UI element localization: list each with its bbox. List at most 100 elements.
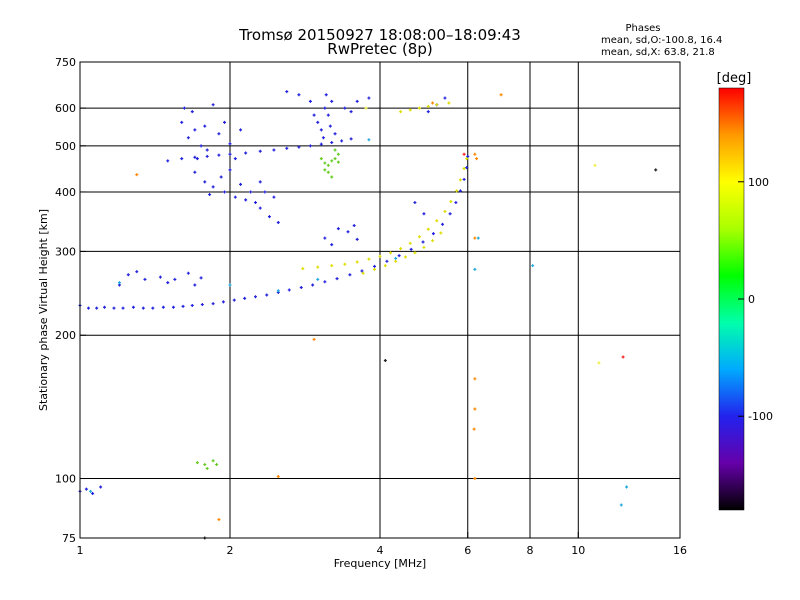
data-point — [200, 303, 204, 307]
data-point — [473, 236, 477, 240]
data-point — [285, 90, 289, 94]
data-point — [308, 144, 312, 148]
phases-o-line: mean, sd,O:-100.8, 16.4 — [601, 35, 722, 46]
data-point — [413, 251, 417, 255]
data-point — [195, 157, 199, 161]
data-point — [193, 283, 197, 287]
data-point — [258, 149, 262, 153]
data-point — [367, 257, 371, 261]
data-point — [253, 295, 257, 299]
data-point — [462, 152, 466, 156]
data-point — [326, 170, 330, 174]
data-point — [475, 157, 479, 161]
data-point — [190, 303, 194, 307]
data-point — [458, 189, 462, 193]
data-point — [394, 256, 398, 260]
data-point — [323, 236, 327, 240]
data-point — [349, 110, 353, 114]
data-point — [180, 157, 184, 161]
data-point — [466, 154, 470, 158]
data-point — [333, 157, 337, 161]
data-point — [258, 180, 262, 184]
data-point — [311, 283, 315, 287]
data-point — [233, 157, 237, 161]
colorbar-ticks: 100 0 -100 — [738, 176, 773, 423]
data-point — [258, 206, 262, 210]
data-point — [462, 177, 466, 181]
data-point — [367, 96, 371, 100]
data-point — [84, 487, 88, 491]
y-tick-label: 600 — [55, 102, 76, 115]
data-point — [316, 277, 320, 281]
data-point — [143, 277, 147, 281]
data-point — [355, 237, 359, 241]
data-point — [355, 260, 359, 264]
data-point — [367, 138, 371, 142]
data-point — [417, 235, 421, 239]
data-point — [131, 305, 135, 309]
data-point — [625, 485, 629, 489]
data-point — [458, 178, 462, 182]
x-tick-label: 1 — [77, 544, 84, 557]
data-point — [465, 157, 469, 161]
data-points — [78, 90, 658, 540]
data-point — [217, 153, 221, 157]
data-point — [443, 209, 447, 213]
data-point — [151, 306, 155, 310]
data-point — [352, 224, 356, 228]
data-point — [361, 271, 365, 275]
data-point — [219, 175, 223, 179]
data-point — [383, 264, 387, 268]
data-point — [135, 173, 139, 177]
data-point — [348, 273, 352, 277]
data-point — [473, 407, 477, 411]
x-tick-label: 2 — [227, 544, 234, 557]
data-point — [476, 236, 480, 240]
data-point — [217, 518, 221, 522]
data-point — [397, 254, 401, 258]
data-point — [330, 264, 334, 268]
data-point — [619, 503, 623, 507]
y-tick-label: 750 — [55, 56, 76, 69]
data-point — [321, 136, 325, 140]
data-point — [95, 306, 99, 310]
data-point — [403, 255, 407, 259]
data-point — [654, 168, 658, 172]
x-tick-label: 4 — [377, 544, 384, 557]
data-point — [221, 300, 225, 304]
y-tick-label: 75 — [62, 532, 76, 545]
data-point — [276, 221, 280, 225]
data-point — [597, 361, 601, 365]
data-point — [417, 106, 421, 110]
data-point — [499, 93, 503, 97]
data-point — [253, 201, 257, 205]
y-tick-label: 300 — [55, 245, 76, 258]
data-point — [343, 262, 347, 266]
data-point — [389, 251, 393, 255]
data-point — [319, 157, 323, 161]
data-point — [408, 108, 412, 112]
data-point — [244, 151, 248, 155]
data-point — [171, 305, 175, 309]
data-point — [399, 247, 403, 251]
data-point — [228, 152, 232, 156]
data-point — [360, 269, 364, 273]
data-point — [323, 106, 327, 110]
data-point — [462, 167, 466, 171]
phases-title: Phases — [625, 23, 660, 34]
data-point — [330, 99, 334, 103]
data-point — [593, 163, 597, 167]
colorbar-gradient — [718, 87, 745, 511]
colorbar-tick-label: 100 — [748, 176, 769, 189]
data-point — [336, 160, 340, 164]
data-point — [223, 190, 227, 194]
data-point — [193, 128, 197, 132]
data-point — [399, 110, 403, 114]
data-point — [267, 215, 271, 219]
y-axis-label: Stationary phase Virtual Height [km] — [37, 209, 50, 411]
data-point — [349, 137, 353, 141]
data-point — [364, 106, 368, 110]
phases-x-line: mean, sd,X: 63.8, 21.8 — [601, 47, 715, 58]
y-tick-label: 200 — [55, 329, 76, 342]
